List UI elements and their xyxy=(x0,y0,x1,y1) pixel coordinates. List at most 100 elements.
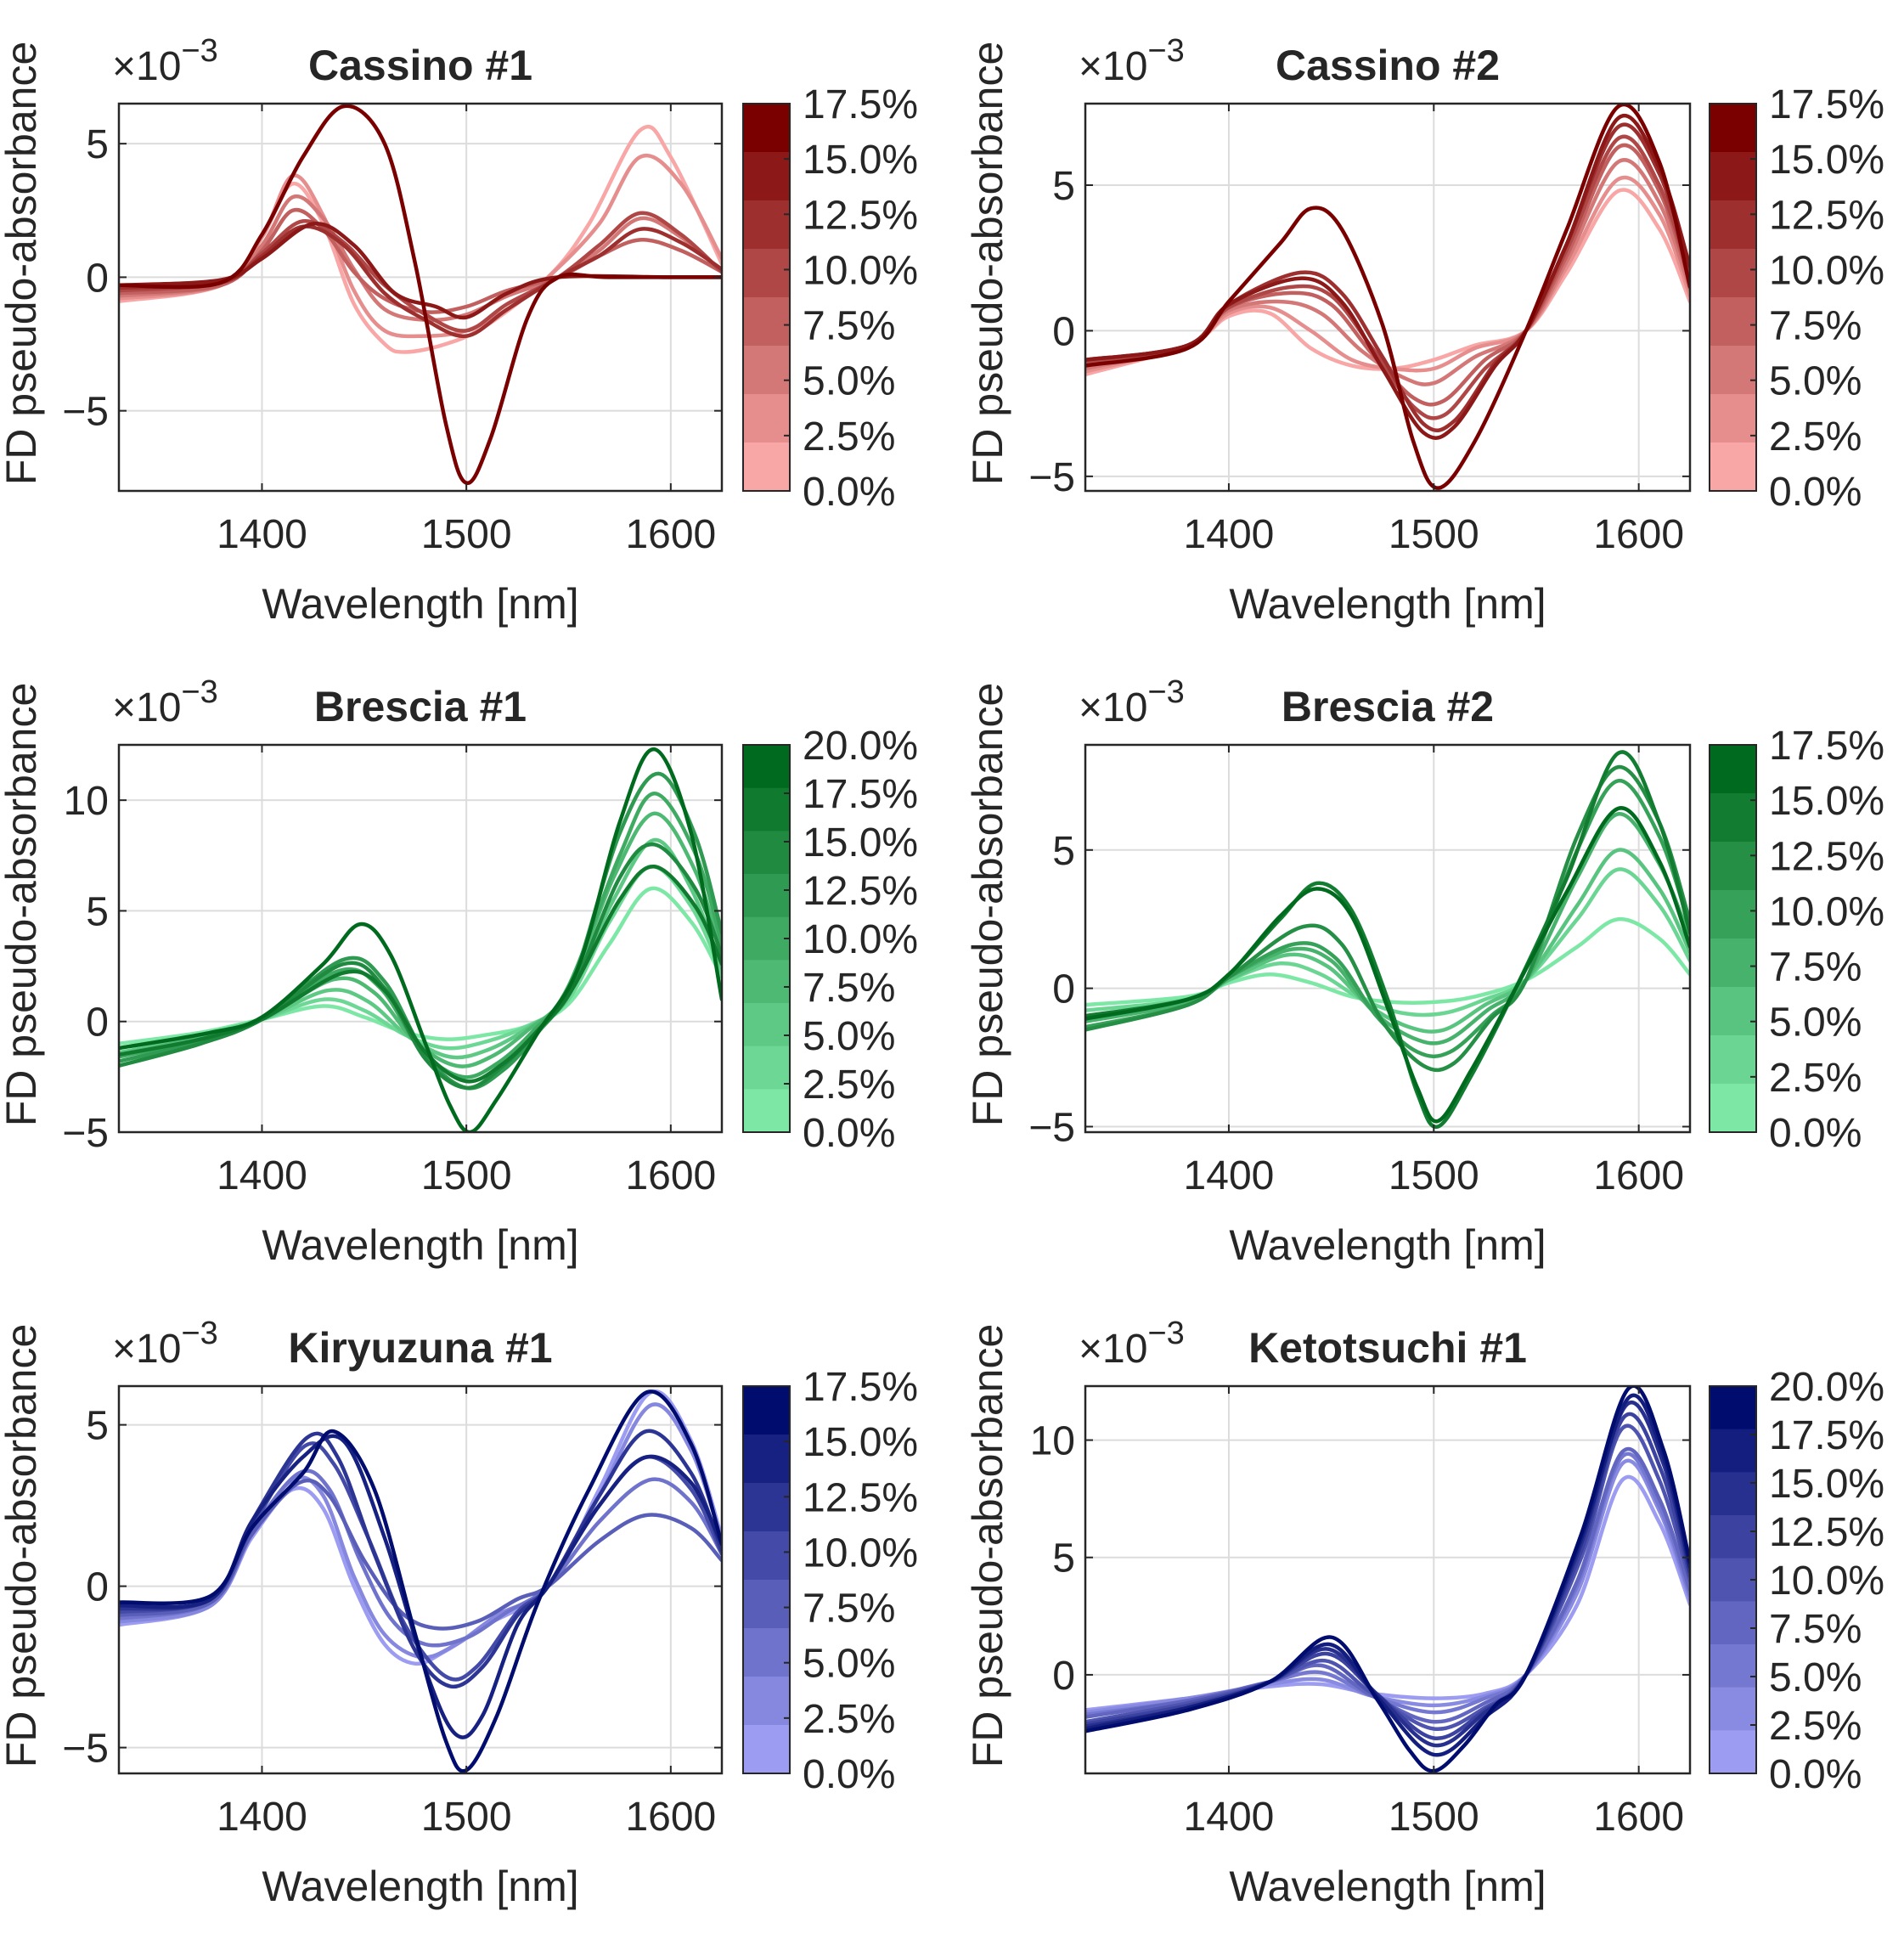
colorbar-segment xyxy=(1710,745,1756,794)
y-tick-label: 0 xyxy=(86,1565,109,1610)
y-multiplier-text: ×10 xyxy=(112,1327,181,1372)
chart-panel-5: 1400 1500 1600 −5 0 5 Kiryuzuna #1 ×10−3 Wavelen… xyxy=(0,1316,918,1910)
y-tick-label: 5 xyxy=(1052,164,1075,209)
x-tick-label: 1400 xyxy=(217,1153,307,1198)
colorbar-label: 5.0% xyxy=(1769,359,1862,404)
x-tick-label: 1500 xyxy=(421,512,512,557)
chart-title: Kiryuzuna #1 xyxy=(288,1324,552,1372)
series-group xyxy=(119,104,722,485)
y-exponent-label: ×10−3 xyxy=(112,674,218,730)
colorbar-segment xyxy=(1710,793,1756,843)
colorbar-frame xyxy=(1709,744,1757,1133)
y-exponent-label: ×10−3 xyxy=(1079,33,1185,89)
series-line-0.0pct xyxy=(1085,188,1690,377)
series-line-7.5pct xyxy=(119,1478,722,1631)
x-axis-label: Wavelength [nm] xyxy=(1229,1221,1546,1269)
colorbar-segment xyxy=(743,1628,790,1677)
colorbar-label: 5.0% xyxy=(1769,1655,1862,1700)
y-multiplier-text: ×10 xyxy=(112,685,181,730)
colorbar-label: 15.0% xyxy=(803,820,918,865)
colorbar-label: 7.5% xyxy=(803,304,895,349)
colorbar-segment xyxy=(743,831,790,875)
colorbar-segment xyxy=(1710,1084,1756,1133)
colorbar-label: 0.0% xyxy=(1769,1111,1862,1156)
x-axis-label: Wavelength [nm] xyxy=(262,1863,578,1910)
colorbar-segment xyxy=(1710,1035,1756,1085)
colorbar-label: 7.5% xyxy=(1769,945,1862,990)
chart-panel-3: 1400 1500 1600 −5 0 5 10 Brescia #1 ×10−3 Wavelen… xyxy=(0,674,918,1269)
colorbar-label: 10.0% xyxy=(1769,248,1884,293)
colorbar-segment xyxy=(1710,249,1756,298)
colorbar-label: 12.5% xyxy=(803,869,918,914)
y-axis-label: FD pseudo-absorbance xyxy=(0,683,45,1127)
x-tick-label: 1600 xyxy=(625,512,716,557)
x-tick-label: 1400 xyxy=(1184,512,1275,557)
series-line-10.0pct xyxy=(119,211,722,333)
series-group xyxy=(1085,750,1690,1129)
colorbar-label: 2.5% xyxy=(1769,1704,1862,1749)
y-multiplier-text: ×10 xyxy=(1079,685,1147,730)
colorbar-segment xyxy=(743,1677,790,1726)
colorbar-label: 7.5% xyxy=(803,1587,895,1632)
colorbar-segment xyxy=(1710,200,1756,250)
x-tick-label: 1400 xyxy=(1184,1795,1275,1840)
colorbar-label: 7.5% xyxy=(1769,1607,1862,1652)
y-tick-label: 5 xyxy=(86,889,109,934)
colorbar-segment xyxy=(743,1725,790,1774)
series-line-17.5pct xyxy=(119,1389,722,1773)
colorbar-label: 17.5% xyxy=(803,1365,918,1410)
y-tick-label: 0 xyxy=(1052,309,1075,354)
colorbar-label: 5.0% xyxy=(803,1014,895,1059)
y-exponent-text: −3 xyxy=(1147,674,1184,710)
colorbar-label: 10.0% xyxy=(1769,889,1884,934)
chart-title: Brescia #1 xyxy=(314,683,527,730)
axes-box xyxy=(117,1384,724,1775)
colorbar-segment xyxy=(743,1580,790,1629)
colorbar-label: 17.5% xyxy=(803,82,918,127)
colorbar-segment xyxy=(743,745,790,789)
y-axis-label: FD pseudo-absorbance xyxy=(964,42,1011,486)
colorbar-segment xyxy=(1710,442,1756,492)
axes-box xyxy=(1084,1384,1692,1775)
axes-box xyxy=(117,743,724,1134)
colorbar-segment xyxy=(1710,1730,1756,1774)
x-axis-label: Wavelength [nm] xyxy=(262,580,578,628)
series-line-20.0pct xyxy=(1085,1386,1690,1773)
colorbar-label: 2.5% xyxy=(1769,1056,1862,1101)
colorbar-label: 10.0% xyxy=(1769,1559,1884,1604)
series-line-5.0pct xyxy=(1085,848,1690,1034)
colorbar-label: 12.5% xyxy=(1769,1510,1884,1555)
colorbar-label: 17.5% xyxy=(1769,724,1884,769)
y-tick-label: 0 xyxy=(1052,967,1075,1012)
colorbar-segment xyxy=(1710,1515,1756,1559)
colorbar-frame xyxy=(742,103,791,492)
y-tick-label: 10 xyxy=(1030,1419,1075,1464)
colorbar-label: 0.0% xyxy=(803,470,895,515)
colorbar-segment xyxy=(743,297,790,347)
y-tick-label: 0 xyxy=(1052,1654,1075,1699)
colorbar-segment xyxy=(743,394,790,443)
chart-title: Brescia #2 xyxy=(1282,683,1494,730)
x-tick-label: 1400 xyxy=(217,1795,307,1840)
y-axis-label: FD pseudo-absorbance xyxy=(0,42,45,486)
colorbar-segment xyxy=(743,442,790,492)
colorbar-segment xyxy=(743,916,790,961)
colorbar-segment xyxy=(743,200,790,250)
colorbar-segment xyxy=(1710,297,1756,347)
series-line-17.5pct xyxy=(119,104,722,485)
colorbar-label: 12.5% xyxy=(1769,834,1884,879)
colorbar-segment xyxy=(743,104,790,153)
y-axis-label: FD pseudo-absorbance xyxy=(964,1324,1011,1768)
colorbar-label: 15.0% xyxy=(1769,138,1884,183)
colorbar-segment xyxy=(1710,1687,1756,1731)
series-line-10.0pct xyxy=(1085,134,1690,420)
series-line-15.0pct xyxy=(1085,114,1690,440)
series-group xyxy=(119,1389,722,1773)
colorbar-segment xyxy=(1710,1429,1756,1473)
colorbar-segment xyxy=(1710,1601,1756,1645)
colorbar-segment xyxy=(743,1003,790,1047)
colorbar-segment xyxy=(1710,104,1756,153)
y-exponent-label: ×10−3 xyxy=(112,33,218,89)
x-tick-label: 1400 xyxy=(217,512,307,557)
colorbar: 20.0%17.5%15.0%12.5%10.0%7.5%5.0%2.5%0.0… xyxy=(1709,1365,1884,1797)
